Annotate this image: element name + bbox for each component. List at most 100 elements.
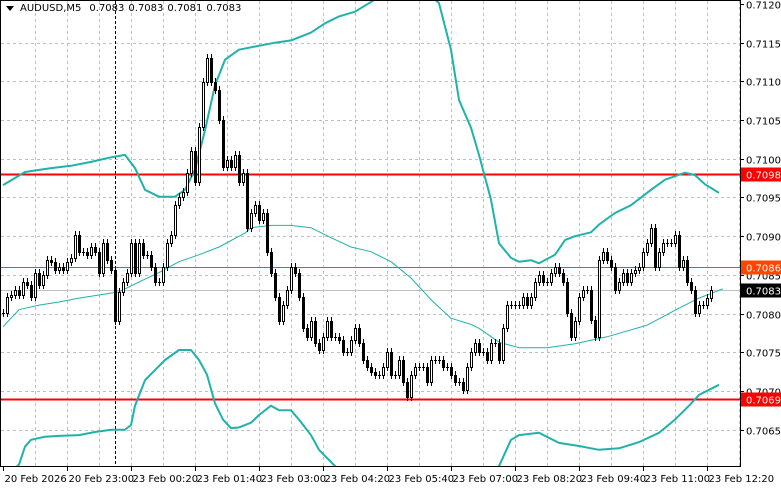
- candle-body-bear: [562, 273, 565, 283]
- candle: [346, 348, 349, 356]
- candle: [126, 269, 129, 286]
- candle: [242, 169, 245, 186]
- candle-body-bear: [678, 235, 681, 268]
- candle: [58, 263, 61, 274]
- candle: [658, 248, 661, 271]
- candle: [602, 248, 605, 264]
- candle-body-bull: [602, 252, 605, 261]
- candle-body-bear: [78, 235, 81, 253]
- candle-body-bull: [118, 292, 121, 322]
- candle: [582, 286, 585, 301]
- candle: [402, 356, 405, 386]
- candle: [574, 317, 577, 341]
- candle-body-bear: [230, 160, 233, 168]
- candle-body-bear: [194, 151, 197, 183]
- candle: [498, 339, 501, 364]
- candle: [170, 231, 173, 247]
- candle-body-bear: [150, 255, 153, 268]
- candle-body-bear: [38, 273, 41, 286]
- candles: [2, 54, 713, 401]
- candle: [530, 293, 533, 309]
- candle-body-bull: [126, 273, 129, 283]
- candle-body-bull: [102, 243, 105, 274]
- candle-body-bull: [398, 360, 401, 376]
- time-tick-label: 20 Feb 2026: [5, 474, 67, 485]
- candle-body-bear: [498, 343, 501, 361]
- candle: [382, 363, 385, 379]
- time-tick-label: 20 Feb 23:00: [69, 474, 135, 485]
- candle: [698, 301, 701, 317]
- candle-body-bull: [550, 273, 553, 283]
- candle: [562, 269, 565, 286]
- candle-body-bull: [14, 290, 17, 296]
- price-tick-label: 0.7075: [746, 349, 781, 360]
- candle: [566, 278, 569, 317]
- candle: [474, 339, 477, 356]
- candle-body-bull: [198, 127, 201, 183]
- candle-body-bear: [594, 320, 597, 338]
- candle-body-bear: [54, 262, 57, 271]
- level-price-badge: [741, 167, 781, 182]
- candle: [6, 293, 9, 317]
- candle: [458, 378, 461, 386]
- candle-body-bull: [490, 343, 493, 361]
- price-tick-label: 0.7085: [746, 272, 781, 283]
- candle-body-bull: [618, 282, 621, 291]
- candle-body-bull: [354, 328, 357, 341]
- candle: [470, 348, 473, 371]
- price-tick-label: 0.7105: [746, 117, 781, 128]
- candle: [234, 151, 237, 171]
- candle: [618, 278, 621, 294]
- level-price-label: 0.7069: [746, 396, 781, 407]
- candle-body-bull: [182, 192, 185, 198]
- candle-body-bear: [214, 82, 217, 91]
- candle: [274, 269, 277, 301]
- candle: [538, 271, 541, 286]
- candle: [378, 371, 381, 379]
- candle: [278, 293, 281, 325]
- candle: [186, 169, 189, 196]
- candle-body-bull: [170, 235, 173, 244]
- candle: [82, 248, 85, 256]
- candle-body-bull: [174, 205, 177, 236]
- candle: [386, 348, 389, 371]
- candle: [674, 231, 677, 247]
- candle-body-bear: [478, 343, 481, 353]
- candle: [122, 278, 125, 296]
- candle-body-bear: [654, 228, 657, 268]
- candle-body-bull: [6, 297, 9, 314]
- candle: [594, 316, 597, 341]
- candle: [510, 301, 513, 309]
- candle-body-bear: [338, 337, 341, 341]
- candle: [518, 301, 521, 309]
- ohlc-high: 0.7083: [128, 3, 164, 14]
- candle: [190, 147, 193, 177]
- candle-body-bull: [138, 243, 141, 274]
- candle: [330, 317, 333, 341]
- candle: [290, 263, 293, 294]
- candle: [78, 231, 81, 256]
- price-tick-label: 0.7095: [746, 194, 781, 205]
- candle-body-bear: [278, 297, 281, 322]
- candle-body-bear: [26, 282, 29, 286]
- candle: [150, 251, 153, 271]
- candle: [466, 363, 469, 394]
- candle: [546, 278, 549, 286]
- candle-body-bull: [706, 298, 709, 306]
- candle: [174, 201, 177, 239]
- level-price-label: 0.7098: [746, 171, 781, 182]
- time-tick-label: 23 Feb 12:20: [709, 474, 775, 485]
- candle-body-bear: [110, 260, 113, 271]
- price-axis[interactable]: 0.7120 0.7115 0.7110 0.7105 0.7100 0.7095 0.70…: [740, 1, 781, 438]
- dropdown-triangle-icon[interactable]: [6, 6, 14, 11]
- candle-body-bear: [114, 270, 117, 322]
- candle: [366, 356, 369, 371]
- candle-body-bear: [614, 267, 617, 291]
- candle-body-bull: [430, 360, 433, 383]
- candle-body-bull: [70, 258, 73, 263]
- candle-body-bull: [538, 275, 541, 283]
- candle-body-bull: [282, 305, 285, 322]
- candle-body-bull: [202, 82, 205, 128]
